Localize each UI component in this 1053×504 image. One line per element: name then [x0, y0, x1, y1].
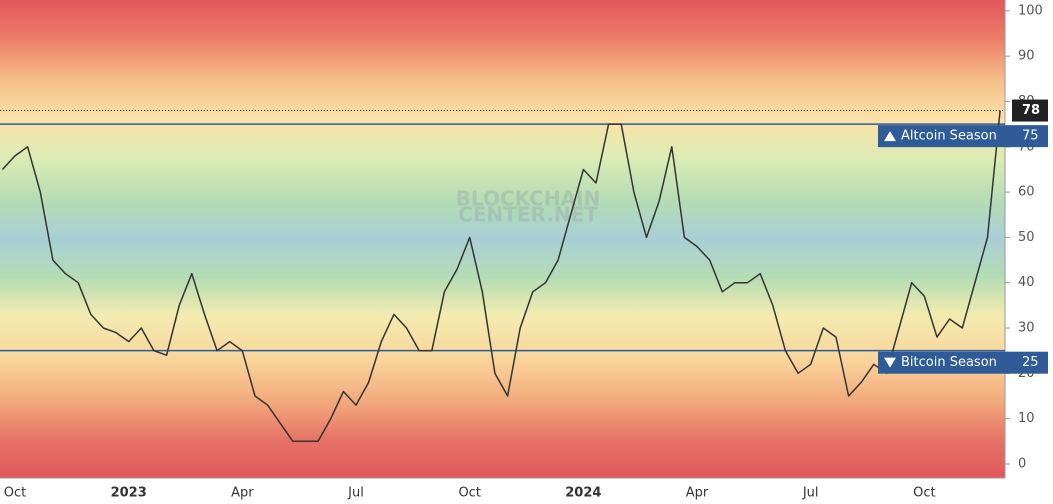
x-tick-label: Apr	[686, 486, 709, 501]
level-value: 75	[1022, 129, 1039, 144]
y-tick-label: 0	[1018, 456, 1026, 471]
x-tick-label: Oct	[4, 486, 26, 501]
y-tick-label: 10	[1018, 411, 1035, 426]
x-tick-label: 2023	[111, 486, 147, 501]
level-label: Altcoin Season	[901, 129, 997, 144]
watermark: CENTER.NET	[458, 203, 598, 227]
x-tick-label: Jul	[347, 486, 364, 501]
x-tick-label: Oct	[913, 486, 935, 501]
y-tick-label: 90	[1018, 49, 1035, 64]
line	[1, 110, 1001, 443]
x-tick-label: Jul	[802, 486, 819, 501]
level-label: Bitcoin Season	[901, 355, 997, 370]
level-icon	[884, 357, 896, 368]
level-label-box	[878, 125, 1048, 148]
x-tick-label: Oct	[458, 486, 480, 501]
last-value-box	[1012, 99, 1048, 122]
level-label-box	[878, 351, 1048, 374]
plot-background	[0, 0, 1005, 478]
y-tick-label: 50	[1018, 230, 1035, 245]
last-value-label: 78	[1022, 103, 1040, 118]
y-tick-label: 30	[1018, 321, 1035, 336]
watermark: BLOCKCHAIN	[456, 187, 601, 211]
level-value: 25	[1022, 355, 1039, 370]
x-tick-label: 2024	[565, 486, 601, 501]
x-tick-label: Apr	[231, 486, 254, 501]
y-tick-label: 60	[1018, 185, 1035, 200]
y-tick-label: 40	[1018, 275, 1035, 290]
series	[1, 110, 1001, 443]
y-tick-label: 100	[1018, 3, 1043, 18]
level-icon	[884, 131, 896, 142]
